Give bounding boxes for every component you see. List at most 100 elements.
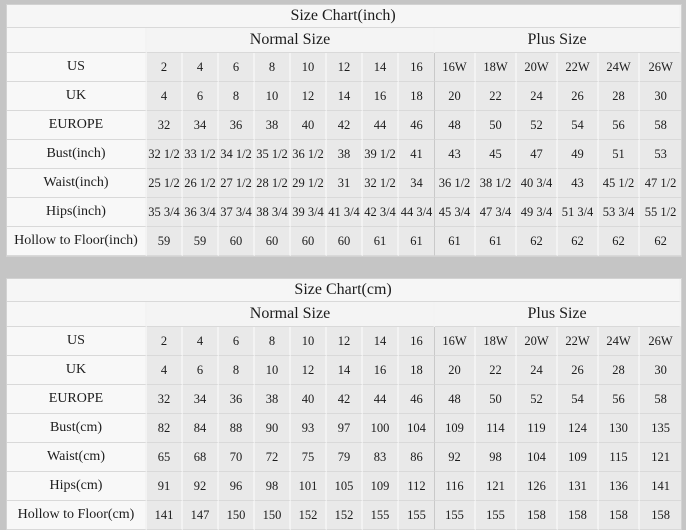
size-value-cell: 51 [599,140,640,169]
size-value-cell: 43 [558,169,599,198]
size-value-cell: 8 [219,356,255,385]
corner-cell [7,28,147,53]
size-value-cell: 150 [255,501,291,530]
size-value-cell: 22 [476,82,517,111]
size-value-cell: 16 [399,53,435,82]
size-value-cell: 52 [517,385,558,414]
size-value-cell: 10 [255,82,291,111]
row-label: Waist(inch) [7,169,147,198]
size-value-cell: 32 [147,111,183,140]
size-value-cell: 22 [476,356,517,385]
table-row: Bust(cm) 82 84 88 90 93 97 100 104 109 114 119 124 13… [7,414,682,443]
size-value-cell: 52 [517,111,558,140]
size-value-cell: 24 [517,356,558,385]
size-value-cell: 70 [219,443,255,472]
size-value-cell: 28 [599,356,640,385]
size-value-cell: 14 [327,82,363,111]
size-value-cell: 36 1/2 [435,169,476,198]
size-value-cell: 14 [363,53,399,82]
size-value-cell: 20W [517,327,558,356]
size-value-cell: 25 1/2 [147,169,183,198]
size-value-cell: 60 [255,227,291,256]
size-value-cell: 98 [255,472,291,501]
size-value-cell: 109 [558,443,599,472]
size-value-cell: 38 3/4 [255,198,291,227]
size-value-cell: 14 [363,327,399,356]
size-value-cell: 10 [255,356,291,385]
size-value-cell: 46 [399,385,435,414]
size-value-cell: 18W [476,327,517,356]
size-value-cell: 6 [183,82,219,111]
size-value-cell: 47 1/2 [640,169,682,198]
size-value-cell: 60 [291,227,327,256]
size-value-cell: 53 3/4 [599,198,640,227]
size-value-cell: 42 [327,111,363,140]
size-value-cell: 43 [435,140,476,169]
size-value-cell: 59 [183,227,219,256]
size-value-cell: 119 [517,414,558,443]
size-value-cell: 35 1/2 [255,140,291,169]
size-value-cell: 101 [291,472,327,501]
size-chart-table: Size Chart(inch) Normal Size Plus Size US 2 4… [6,4,683,257]
size-value-cell: 32 [147,385,183,414]
row-label: Bust(inch) [7,140,147,169]
size-value-cell: 47 [517,140,558,169]
size-value-cell: 44 [363,385,399,414]
size-value-cell: 22W [558,53,599,82]
size-value-cell: 96 [219,472,255,501]
column-group-header-plus-size: Plus Size [435,28,682,53]
size-value-cell: 83 [363,443,399,472]
size-value-cell: 42 3/4 [363,198,399,227]
size-value-cell: 155 [399,501,435,530]
size-value-cell: 82 [147,414,183,443]
size-value-cell: 50 [476,385,517,414]
size-value-cell: 98 [476,443,517,472]
size-value-cell: 141 [147,501,183,530]
size-value-cell: 30 [640,356,682,385]
size-value-cell: 36 [219,111,255,140]
size-value-cell: 62 [599,227,640,256]
size-value-cell: 158 [517,501,558,530]
size-value-cell: 44 3/4 [399,198,435,227]
size-value-cell: 147 [183,501,219,530]
table-title: Size Chart(cm) [7,279,682,302]
size-value-cell: 55 1/2 [640,198,682,227]
table-row: Waist(inch) 25 1/2 26 1/2 27 1/2 28 1/2 29 1/… [7,169,682,198]
size-value-cell: 114 [476,414,517,443]
size-value-cell: 38 [327,140,363,169]
size-value-cell: 88 [219,414,255,443]
table-row: UK 4 6 8 10 12 14 16 18 20 22 24 26 28 30 [7,356,682,385]
size-value-cell: 86 [399,443,435,472]
size-value-cell: 24W [599,53,640,82]
table-row: US 2 4 6 8 10 12 14 16 16W 18W 20W 22W 24W 26W [7,53,682,82]
size-value-cell: 24W [599,327,640,356]
size-value-cell: 31 [327,169,363,198]
size-value-cell: 46 [399,111,435,140]
size-value-cell: 2 [147,53,183,82]
size-value-cell: 39 3/4 [291,198,327,227]
row-label: Waist(cm) [7,443,147,472]
size-value-cell: 84 [183,414,219,443]
size-value-cell: 6 [183,356,219,385]
size-value-cell: 124 [558,414,599,443]
size-value-cell: 45 3/4 [435,198,476,227]
size-value-cell: 90 [255,414,291,443]
size-value-cell: 44 [363,111,399,140]
size-value-cell: 18 [399,356,435,385]
size-value-cell: 4 [183,327,219,356]
size-value-cell: 50 [476,111,517,140]
size-value-cell: 26 1/2 [183,169,219,198]
size-value-cell: 26 [558,356,599,385]
size-value-cell: 16W [435,327,476,356]
size-value-cell: 56 [599,111,640,140]
size-value-cell: 51 3/4 [558,198,599,227]
size-value-cell: 61 [476,227,517,256]
column-group-header-normal-size: Normal Size [147,302,435,327]
size-value-cell: 53 [640,140,682,169]
size-value-cell: 58 [640,385,682,414]
size-value-cell: 59 [147,227,183,256]
size-value-cell: 16 [363,356,399,385]
size-value-cell: 45 1/2 [599,169,640,198]
size-value-cell: 135 [640,414,682,443]
size-value-cell: 38 1/2 [476,169,517,198]
